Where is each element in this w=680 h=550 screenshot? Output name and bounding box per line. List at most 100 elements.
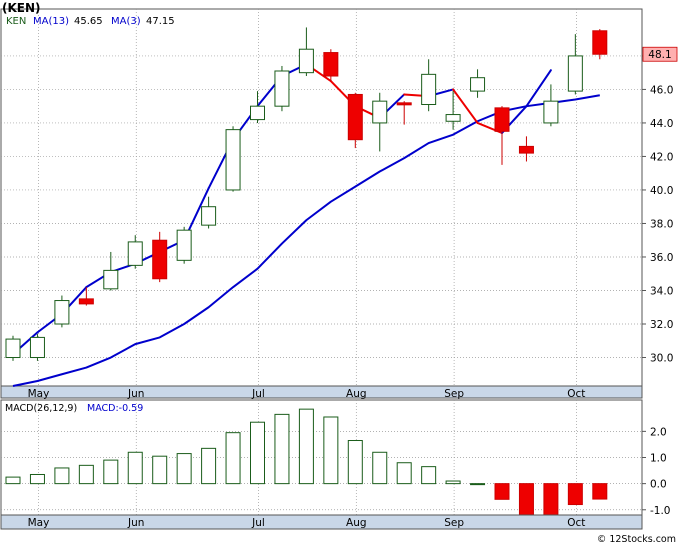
macd-y-tick-label: -1.0: [650, 505, 671, 517]
last-price-label: 48.1: [648, 49, 671, 61]
candle-up: [543, 84, 559, 127]
chart-title: (KEN): [2, 1, 41, 15]
price-x-tick-label: Sep: [444, 388, 464, 400]
candle-body: [127, 241, 143, 266]
price-y-tick-label: 30.0: [650, 353, 673, 365]
price-y-tick-label: 38.0: [650, 218, 673, 230]
macd-bar: [103, 459, 119, 485]
candle-body: [298, 48, 314, 74]
candle-up: [445, 91, 461, 130]
candle-up: [29, 334, 45, 361]
macd-bar: [225, 432, 241, 485]
candle-up: [201, 196, 217, 229]
macd-label: MACD(26,12,9): [5, 403, 77, 414]
candle-body: [396, 102, 412, 106]
ma3-line-segment: [452, 88, 479, 124]
candle-body: [347, 93, 363, 141]
legend-ma13-value: 45.65: [74, 16, 103, 27]
candle-down: [347, 92, 363, 149]
candle-up: [176, 226, 192, 264]
price-x-tick-label: Aug: [346, 388, 367, 400]
macd-bar: [250, 421, 265, 485]
candle-up: [274, 65, 290, 112]
candle-body: [494, 107, 510, 132]
legend-ticker: KEN: [6, 16, 26, 27]
candle-down: [78, 287, 94, 306]
macd-bar: [396, 462, 412, 485]
candle-up: [225, 126, 241, 192]
macd-bar: [78, 464, 94, 485]
candle-body: [592, 30, 608, 55]
candle-body: [543, 100, 559, 124]
price-y-tick-label: 42.0: [650, 151, 673, 163]
candle-up: [298, 27, 314, 77]
price-y-tick-label: 40.0: [650, 185, 673, 197]
candle-body: [225, 129, 241, 191]
macd-bar: [176, 453, 192, 485]
macd-bar: [567, 483, 583, 506]
candle-body: [323, 52, 339, 77]
candle-body: [250, 105, 265, 121]
candle-down: [152, 231, 168, 283]
candle-body: [518, 145, 534, 154]
legend-ma3-label: MA(3): [111, 16, 141, 27]
candle-body: [274, 70, 290, 107]
candle-up: [372, 92, 388, 152]
macd-x-tick-label: Aug: [346, 517, 367, 529]
candle-down: [323, 49, 339, 82]
price-date-axis-band: [0, 385, 643, 399]
price-y-tick-label: 36.0: [650, 252, 673, 264]
candle-body: [78, 298, 94, 305]
candle-body: [372, 100, 388, 124]
candle-down: [518, 136, 534, 162]
macd-bar: [201, 447, 217, 485]
price-x-tick-label: Oct: [567, 388, 585, 400]
candle-body: [54, 300, 70, 325]
copyright: © 12Stocks.com: [597, 534, 676, 545]
price-y-tick-label: 46.0: [650, 84, 673, 96]
candle-down: [494, 106, 510, 165]
price-x-tick-label: Jun: [127, 388, 144, 400]
macd-y-tick-label: 0.0: [650, 479, 667, 491]
macd-bar: [445, 480, 461, 485]
candle-body: [567, 55, 583, 92]
macd-bar: [152, 455, 168, 485]
candle-up: [54, 295, 70, 328]
candle-up: [5, 335, 21, 361]
candle-body: [421, 73, 437, 106]
macd-bar: [592, 483, 608, 500]
candle-body: [5, 338, 21, 359]
macd-legend: MACD(26,12,9) MACD:-0.59: [5, 403, 143, 414]
macd-x-tick-label: Oct: [567, 517, 585, 529]
candles: [5, 27, 608, 361]
candle-body: [103, 269, 119, 290]
price-legend: KEN MA(13) 45.65 MA(3) 47.15: [6, 16, 175, 27]
macd-bar: [470, 483, 486, 486]
candle-up: [567, 34, 583, 95]
last-price-box: [642, 46, 678, 62]
candle-body: [152, 239, 168, 280]
candle-body: [470, 77, 486, 92]
macd-bar: [421, 466, 437, 485]
candle-body: [29, 336, 45, 359]
candle-up: [127, 235, 143, 269]
candle-up: [103, 251, 119, 291]
macd-bar: [347, 440, 363, 485]
macd-bar: [543, 483, 559, 516]
macd-bar: [323, 416, 339, 485]
price-y-tick-label: 34.0: [650, 285, 673, 297]
macd-x-tick-label: May: [28, 517, 50, 529]
candle-down: [592, 29, 608, 60]
macd-y-tick-label: 1.0: [650, 453, 667, 465]
candle-up: [421, 59, 437, 112]
macd-bar: [29, 473, 45, 485]
macd-x-axis: May Jun Jul Aug Sep Oct: [28, 517, 586, 529]
candle-body: [201, 206, 217, 226]
macd-bar: [372, 451, 388, 485]
macd-bar: [494, 483, 510, 500]
macd-x-tick-label: Jun: [127, 517, 144, 529]
price-y-tick-label: 32.0: [650, 319, 673, 331]
candle-up: [250, 91, 265, 123]
